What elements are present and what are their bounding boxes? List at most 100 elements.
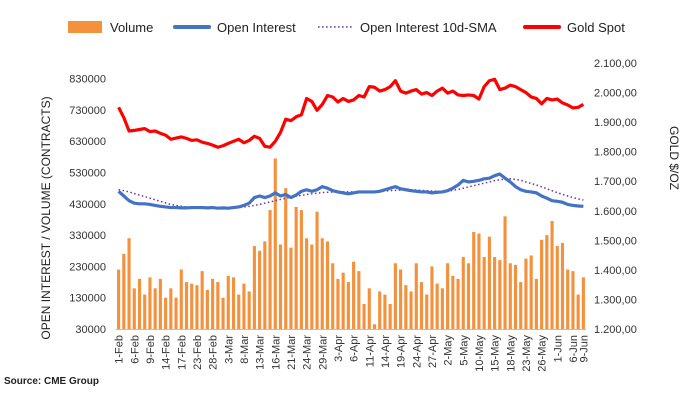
x-tick-label: 15-May [490, 335, 502, 372]
right-tick-label: 1.700,00 [594, 176, 637, 188]
x-tick-label: 18-May [505, 335, 517, 372]
volume-bar [273, 158, 277, 329]
left-tick-label: 430000 [69, 199, 106, 211]
volume-bar [127, 238, 131, 329]
volume-bar [289, 247, 293, 329]
right-tick-label: 1.400,00 [594, 265, 637, 277]
volume-bar [513, 264, 518, 329]
volume-bar [148, 277, 152, 329]
x-tick-label: 23-May [521, 335, 533, 372]
volume-bar [545, 235, 549, 329]
volume-bar [560, 242, 565, 329]
volume-bar [305, 238, 309, 329]
volume-bar [137, 278, 142, 329]
volume-bar [143, 294, 147, 329]
x-tick-label: 23-Feb [192, 335, 204, 370]
x-tick-label: 8-Mar [239, 335, 251, 364]
volume-bar [477, 233, 481, 329]
volume-bar [440, 288, 444, 329]
volume-bar [247, 291, 251, 329]
volume-bar [529, 255, 533, 329]
volume-bar [435, 283, 439, 329]
x-tick-label: 2-May [443, 335, 455, 366]
volume-bar [550, 221, 554, 329]
volume-bar [493, 257, 497, 329]
x-tick-label: 6-Jun [568, 335, 580, 363]
x-tick-label: 1-Feb [114, 335, 126, 364]
volume-bar [226, 275, 230, 329]
volume-bar [153, 288, 157, 329]
volume-bar [472, 231, 476, 329]
volume-bar [419, 282, 424, 329]
left-tick-label: 30000 [75, 324, 106, 336]
right-tick-label: 2.100,00 [594, 58, 637, 70]
volume-bar [352, 261, 356, 329]
x-tick-label: 1-Jun [552, 335, 564, 363]
volume-bar [399, 269, 403, 329]
volume-bar [263, 241, 267, 329]
x-axis-ticks: 1-Feb 6-Feb 9-Feb 14-Feb 17-Feb 23-Feb 28-Feb 3… [114, 335, 591, 372]
right-tick-label: 2.000,00 [594, 88, 637, 100]
x-tick-label: 24-Apr [411, 335, 423, 368]
open-interest-line [117, 172, 584, 210]
volume-bar [482, 257, 486, 329]
volume-bar [231, 277, 236, 329]
volume-bar [258, 250, 262, 329]
right-tick-label: 1.200,00 [594, 324, 637, 336]
volume-bar [205, 289, 209, 329]
legend-label-open_interest: Open Interest [217, 20, 296, 35]
right-axis-ticks: 1.200,00 1.300,00 1.400,00 1.500,00 1.600,00… [594, 58, 637, 336]
volume-bar [169, 288, 173, 329]
x-tick-label: 29-Mar [317, 335, 329, 370]
x-tick-label: 9-Jun [578, 335, 590, 363]
right-tick-label: 1.800,00 [594, 147, 637, 159]
volume-bar [268, 210, 272, 329]
volume-bar [117, 269, 121, 329]
volume-bar [383, 294, 387, 329]
x-tick-label: 14-Feb [161, 335, 173, 370]
x-tick-label: 9-Feb [145, 335, 157, 364]
volume-bar [216, 282, 220, 329]
volume-bar [174, 297, 178, 329]
volume-bar [242, 283, 246, 329]
volume-bar [503, 216, 507, 329]
volume-bar [414, 263, 418, 329]
volume-bar [466, 263, 471, 329]
volume-bar [357, 271, 361, 329]
x-tick-label: 13-Mar [255, 335, 267, 370]
volume-bar [252, 246, 256, 329]
volume-bar [195, 285, 199, 329]
volume-bar [122, 253, 126, 329]
volume-bar [456, 278, 460, 329]
volume-bar [164, 297, 168, 329]
legend: Volume Open Interest Open Interest 10d-SMA… [68, 20, 625, 35]
series-lines [117, 77, 585, 210]
volume-bar [409, 291, 413, 329]
volume-bar [388, 303, 392, 329]
x-tick-label: 26-May [537, 335, 549, 372]
volume-bar [336, 278, 340, 329]
source-note: Source: CME Group [4, 376, 99, 387]
volume-bar [430, 266, 434, 329]
volume-bar [211, 278, 215, 329]
volume-bar [299, 210, 303, 329]
volume-bar [367, 288, 371, 329]
volume-bar [498, 260, 502, 329]
x-tick-label: 6-Apr [349, 335, 361, 362]
x-tick-label: 10-May [474, 335, 486, 372]
volume-bar [576, 294, 580, 329]
volume-bar [534, 278, 538, 329]
volume-bar [487, 236, 491, 329]
left-tick-label: 830000 [69, 74, 106, 86]
volume-bar [372, 324, 377, 329]
right-tick-label: 1.900,00 [594, 117, 637, 129]
volume-bar [362, 303, 366, 329]
volume-bar [581, 277, 585, 329]
x-tick-label: 28-Feb [208, 335, 220, 370]
volume-bar [540, 239, 544, 329]
volume-bar [184, 282, 189, 329]
x-tick-label: 24-Mar [302, 335, 314, 370]
volume-bar [519, 282, 523, 329]
volume-bar [451, 275, 455, 329]
